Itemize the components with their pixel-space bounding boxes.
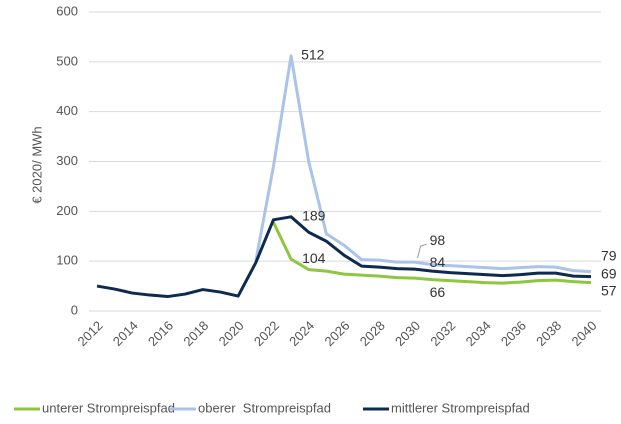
data-label: 104: [302, 250, 326, 266]
data-label: 66: [430, 284, 446, 300]
data-label: 84: [430, 254, 446, 270]
data-label: 69: [601, 265, 617, 281]
x-tick-label: 2026: [321, 318, 352, 349]
x-tick-label: 2040: [568, 318, 599, 349]
x-tick-label: 2012: [74, 318, 105, 349]
leader-line: [417, 243, 427, 259]
y-tick-label: 0: [71, 302, 78, 317]
y-tick-label: 100: [56, 253, 78, 268]
data-label: 189: [302, 208, 326, 224]
y-axis-label: € 2020/ MWh: [29, 126, 44, 203]
data-label: 98: [430, 232, 446, 248]
x-tick-label: 2034: [463, 318, 494, 349]
x-tick-label: 2032: [427, 318, 458, 349]
y-tick-label: 200: [56, 203, 78, 218]
x-tick-label: 2028: [357, 318, 388, 349]
x-tick-label: 2022: [251, 318, 282, 349]
x-tick-label: 2038: [533, 318, 564, 349]
x-tick-label: 2016: [145, 318, 176, 349]
y-tick-label: 500: [56, 53, 78, 68]
x-tick-label: 2020: [216, 318, 247, 349]
legend-label: unterer Strompreispfad: [42, 400, 175, 415]
legend-label: mittlerer Strompreispfad: [391, 400, 530, 415]
y-tick-label: 600: [56, 3, 78, 18]
x-tick-label: 2018: [180, 318, 211, 349]
x-tick-label: 2014: [110, 318, 141, 349]
legend-label: oberer Strompreispfad: [198, 400, 331, 415]
series-line: [96, 215, 592, 299]
data-label: 57: [601, 282, 617, 298]
x-tick-label: 2030: [392, 318, 423, 349]
data-label: 79: [601, 247, 617, 263]
y-tick-label: 400: [56, 103, 78, 118]
series-line: [254, 54, 592, 274]
data-label: 512: [301, 47, 325, 63]
series-line: [272, 221, 592, 285]
y-tick-label: 300: [56, 153, 78, 168]
x-tick-label: 2024: [286, 318, 317, 349]
x-tick-label: 2036: [498, 318, 529, 349]
